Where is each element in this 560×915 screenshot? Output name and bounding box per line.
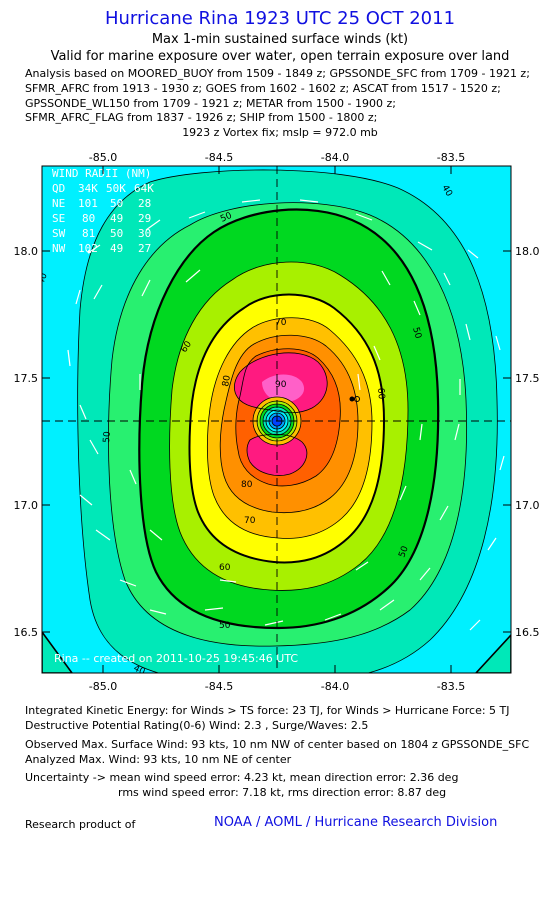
observed-max-line: Observed Max. Surface Wind: 93 kts, 10 n… xyxy=(25,738,530,751)
lon-tick-label: -84.0 xyxy=(321,680,349,693)
radii-header: 50K xyxy=(106,182,126,195)
wind-radii-table: WIND RADII (NM) QD 34K 50K 64K NE 101 50… xyxy=(52,167,154,255)
radii-header: 34K xyxy=(78,182,98,195)
uncertainty-rms-line: rms wind speed error: 7.18 kt, rms direc… xyxy=(118,786,447,799)
lat-tick-label: 16.5 xyxy=(14,626,39,639)
page-title: Hurricane Rina 1923 UTC 25 OCT 2011 xyxy=(104,8,456,29)
vortex-fix: 1923 z Vortex fix; mslp = 972.0 mb xyxy=(182,126,378,139)
contour-label-50: 50 xyxy=(219,211,234,225)
analysis-line: Analysis based on MOORED_BUOY from 1509 … xyxy=(25,67,530,80)
radii-header: QD xyxy=(52,182,65,195)
lon-tick-label: -85.0 xyxy=(89,680,117,693)
contour-label-80: 80 xyxy=(221,374,233,387)
radii-cell: 102 xyxy=(78,242,98,255)
radii-cell: 27 xyxy=(138,242,151,255)
lon-tick-label: -84.5 xyxy=(205,680,233,693)
radii-cell: SE xyxy=(52,212,65,225)
radii-cell: 49 xyxy=(110,242,123,255)
radii-cell: 81 xyxy=(82,227,95,240)
lon-tick-label: -84.0 xyxy=(321,151,349,164)
radii-header: 64K xyxy=(134,182,154,195)
contour-label-group: 40 40 40 50 50 50 50 50 60 60 60 70 70 8… xyxy=(36,184,454,678)
contour-label-90: 90 xyxy=(275,380,287,390)
contour-label-70: 70 xyxy=(275,318,287,328)
contour-label-60: 60 xyxy=(375,387,386,400)
axis-ticks xyxy=(42,166,511,673)
radii-cell: NW xyxy=(52,242,66,255)
lat-tick-label: 18.0 xyxy=(515,245,540,258)
contour-label-40: 40 xyxy=(132,664,147,678)
contour-lines xyxy=(77,169,498,673)
uncertainty-mean-line: Uncertainty -> mean wind speed error: 4.… xyxy=(25,771,459,784)
analysis-line: SFMR_AFRC from 1913 - 1930 z; GOES from … xyxy=(25,82,501,95)
lon-tick-label: -84.5 xyxy=(205,151,233,164)
lat-tick-label: 16.5 xyxy=(515,626,540,639)
contour-label-50: 50 xyxy=(219,621,231,631)
subtitle-winds: Max 1-min sustained surface winds (kt) xyxy=(151,32,409,47)
axis-labels: -85.0 -84.5 -84.0 -83.5 -85.0 -84.5 -84.… xyxy=(14,151,540,693)
subtitle-exposure: Valid for marine exposure over water, op… xyxy=(50,49,510,64)
radii-cell: SW xyxy=(52,227,66,240)
research-product-label: Research product of xyxy=(25,818,136,831)
radii-cell: 29 xyxy=(138,212,151,225)
contour-label-60: 60 xyxy=(219,563,231,573)
radii-cell: 50 xyxy=(110,227,123,240)
vortex-marker xyxy=(349,396,355,402)
lon-tick-label: -83.5 xyxy=(437,151,465,164)
lat-tick-label: 17.0 xyxy=(515,499,540,512)
radii-cell: 101 xyxy=(78,197,98,210)
lat-tick-label: 18.0 xyxy=(14,245,39,258)
plot-frame xyxy=(41,165,512,674)
ike-line: Integrated Kinetic Energy: for Winds > T… xyxy=(25,704,510,717)
vortex-marker-ring xyxy=(354,396,360,402)
lat-tick-label: 17.5 xyxy=(515,372,540,385)
dpr-line: Destructive Potential Rating(0-6) Wind: … xyxy=(25,719,369,732)
lat-tick-label: 17.0 xyxy=(14,499,39,512)
wind-contours: 40 40 40 50 50 50 50 50 60 60 60 70 70 8… xyxy=(36,166,511,678)
noaa-aoml-link[interactable]: NOAA / AOML / Hurricane Research Divisio… xyxy=(214,815,498,830)
wind-map: 40 40 40 50 50 50 50 50 60 60 60 70 70 8… xyxy=(14,151,540,693)
radii-cell: 50 xyxy=(110,197,123,210)
analysis-line: SFMR_AFRC_FLAG from 1837 - 1926 z; SHIP … xyxy=(25,111,378,124)
radii-cell: 30 xyxy=(138,227,151,240)
analyzed-max-line: Analyzed Max. Wind: 93 kts, 10 nm NE of … xyxy=(25,753,292,766)
radii-cell: NE xyxy=(52,197,65,210)
corner-band-se xyxy=(474,633,511,673)
contour-label-50: 50 xyxy=(102,431,113,444)
wind-band-90-core xyxy=(262,374,305,403)
wind-radii-title: WIND RADII (NM) xyxy=(52,167,151,180)
wind-arrows xyxy=(67,199,505,631)
radii-cell: 49 xyxy=(110,212,123,225)
lon-tick-label: -85.0 xyxy=(89,151,117,164)
radii-cell: 80 xyxy=(82,212,95,225)
lat-tick-label: 17.5 xyxy=(14,372,39,385)
corner-band-sw xyxy=(42,630,73,673)
credit-text: Rina -- created on 2011-10-25 19:45:46 U… xyxy=(54,652,298,665)
radii-cell: 28 xyxy=(138,197,151,210)
contour-label-80: 80 xyxy=(241,480,253,490)
contour-label-70: 70 xyxy=(244,516,256,526)
lon-tick-label: -83.5 xyxy=(437,680,465,693)
contour-label-40: 40 xyxy=(36,272,49,286)
contour-label-50: 50 xyxy=(397,545,410,559)
analysis-line: GPSSONDE_WL150 from 1709 - 1921 z; METAR… xyxy=(25,97,396,110)
contour-label-50: 50 xyxy=(410,326,423,340)
